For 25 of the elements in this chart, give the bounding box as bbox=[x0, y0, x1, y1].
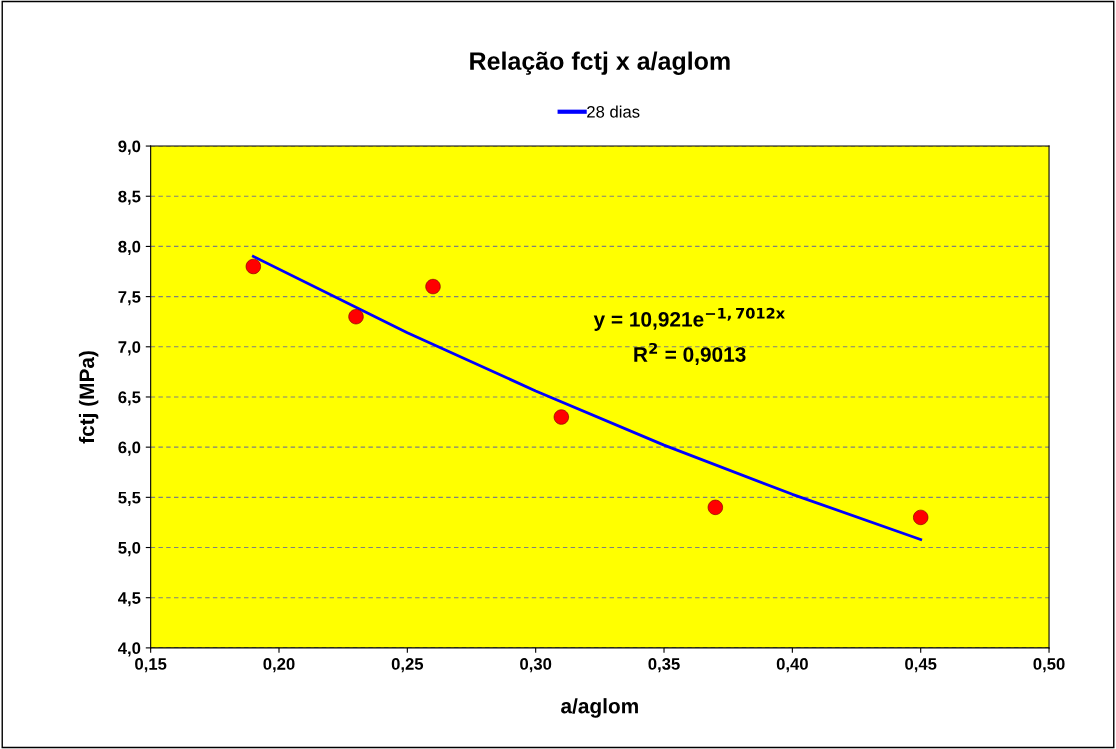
x-tick-label: 0,45 bbox=[905, 658, 937, 673]
chart-title: Relação fctj x a/aglom bbox=[470, 51, 730, 75]
y-tick-label: 8,5 bbox=[118, 190, 141, 205]
annotation: R$^{2}$ = 0,9013 bbox=[634, 342, 746, 365]
x-tick-label: 0,15 bbox=[135, 658, 167, 673]
y-axis-title: fctj (MPa) bbox=[78, 351, 99, 444]
y-tick-label: 7,5 bbox=[118, 291, 141, 306]
y-tick-label: 5,5 bbox=[118, 491, 141, 506]
y-tick-label: 6,5 bbox=[118, 391, 141, 406]
y-tick-label: 8,0 bbox=[118, 240, 141, 256]
x-tick-label: 0,40 bbox=[776, 658, 808, 673]
x-tick-label: 0,25 bbox=[391, 658, 424, 673]
y-tick-label: 4,5 bbox=[118, 592, 141, 607]
y-tick-label: 9,0 bbox=[118, 140, 141, 155]
x-tick-label: 0,35 bbox=[648, 658, 680, 673]
x-axis-title: a/aglom bbox=[561, 698, 638, 718]
y-tick-label: 4,0 bbox=[118, 642, 141, 657]
annotation: y = 10,921e$^{−1,7012x}$ bbox=[593, 307, 785, 331]
y-tick-label: 6,0 bbox=[118, 441, 141, 456]
x-tick-label: 0,20 bbox=[263, 658, 295, 673]
y-tick-label: 7,0 bbox=[118, 341, 141, 356]
x-tick-label: 0,50 bbox=[1033, 658, 1065, 673]
x-tick-label: 0,30 bbox=[520, 658, 552, 673]
legend-label: 28 dias bbox=[587, 105, 640, 118]
y-tick-label: 5,0 bbox=[118, 541, 141, 557]
